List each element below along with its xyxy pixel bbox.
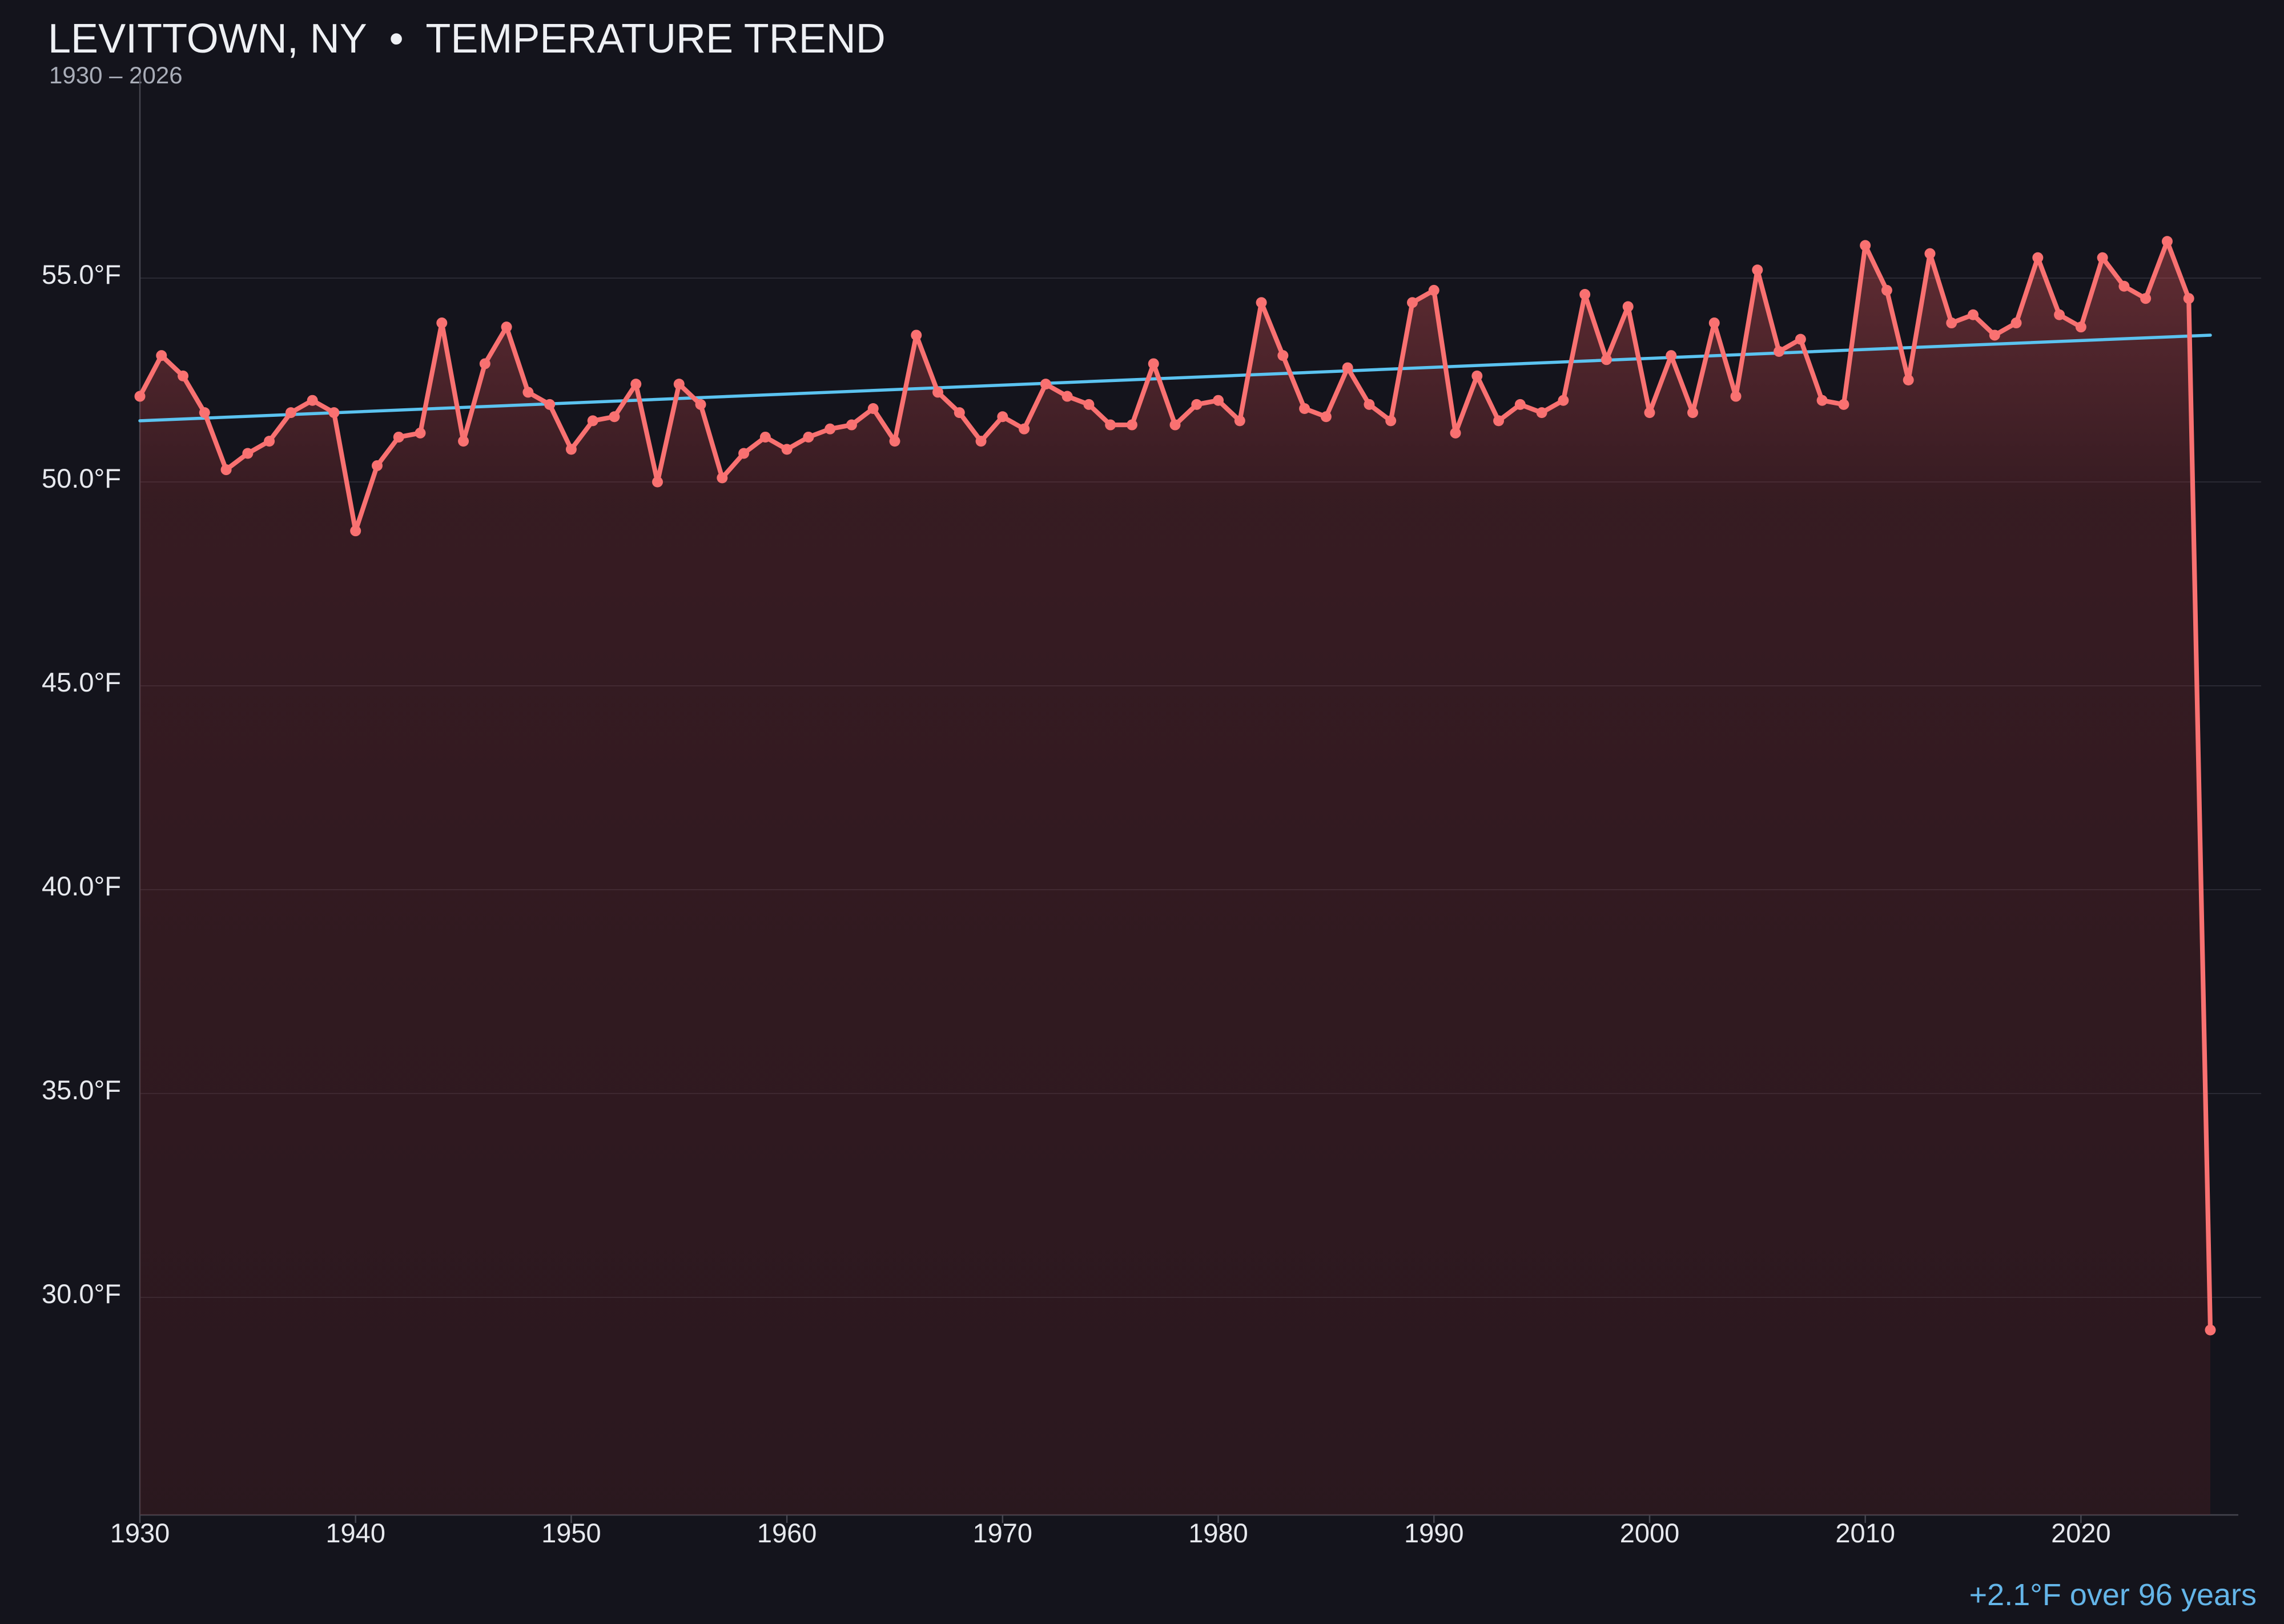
svg-text:1950: 1950: [541, 1518, 601, 1548]
svg-text:1960: 1960: [757, 1518, 817, 1548]
svg-text:1980: 1980: [1188, 1518, 1248, 1548]
svg-text:1970: 1970: [973, 1518, 1033, 1548]
svg-text:2020: 2020: [2051, 1518, 2111, 1548]
svg-text:50.0°F: 50.0°F: [42, 463, 121, 493]
svg-text:40.0°F: 40.0°F: [42, 871, 121, 901]
svg-text:2000: 2000: [1620, 1518, 1680, 1548]
svg-text:1990: 1990: [1404, 1518, 1464, 1548]
svg-text:1930: 1930: [110, 1518, 170, 1548]
svg-text:2010: 2010: [1835, 1518, 1895, 1548]
svg-text:45.0°F: 45.0°F: [42, 667, 121, 697]
svg-text:30.0°F: 30.0°F: [42, 1279, 121, 1309]
svg-text:1940: 1940: [325, 1518, 385, 1548]
svg-text:55.0°F: 55.0°F: [42, 259, 121, 290]
svg-text:35.0°F: 35.0°F: [42, 1075, 121, 1105]
